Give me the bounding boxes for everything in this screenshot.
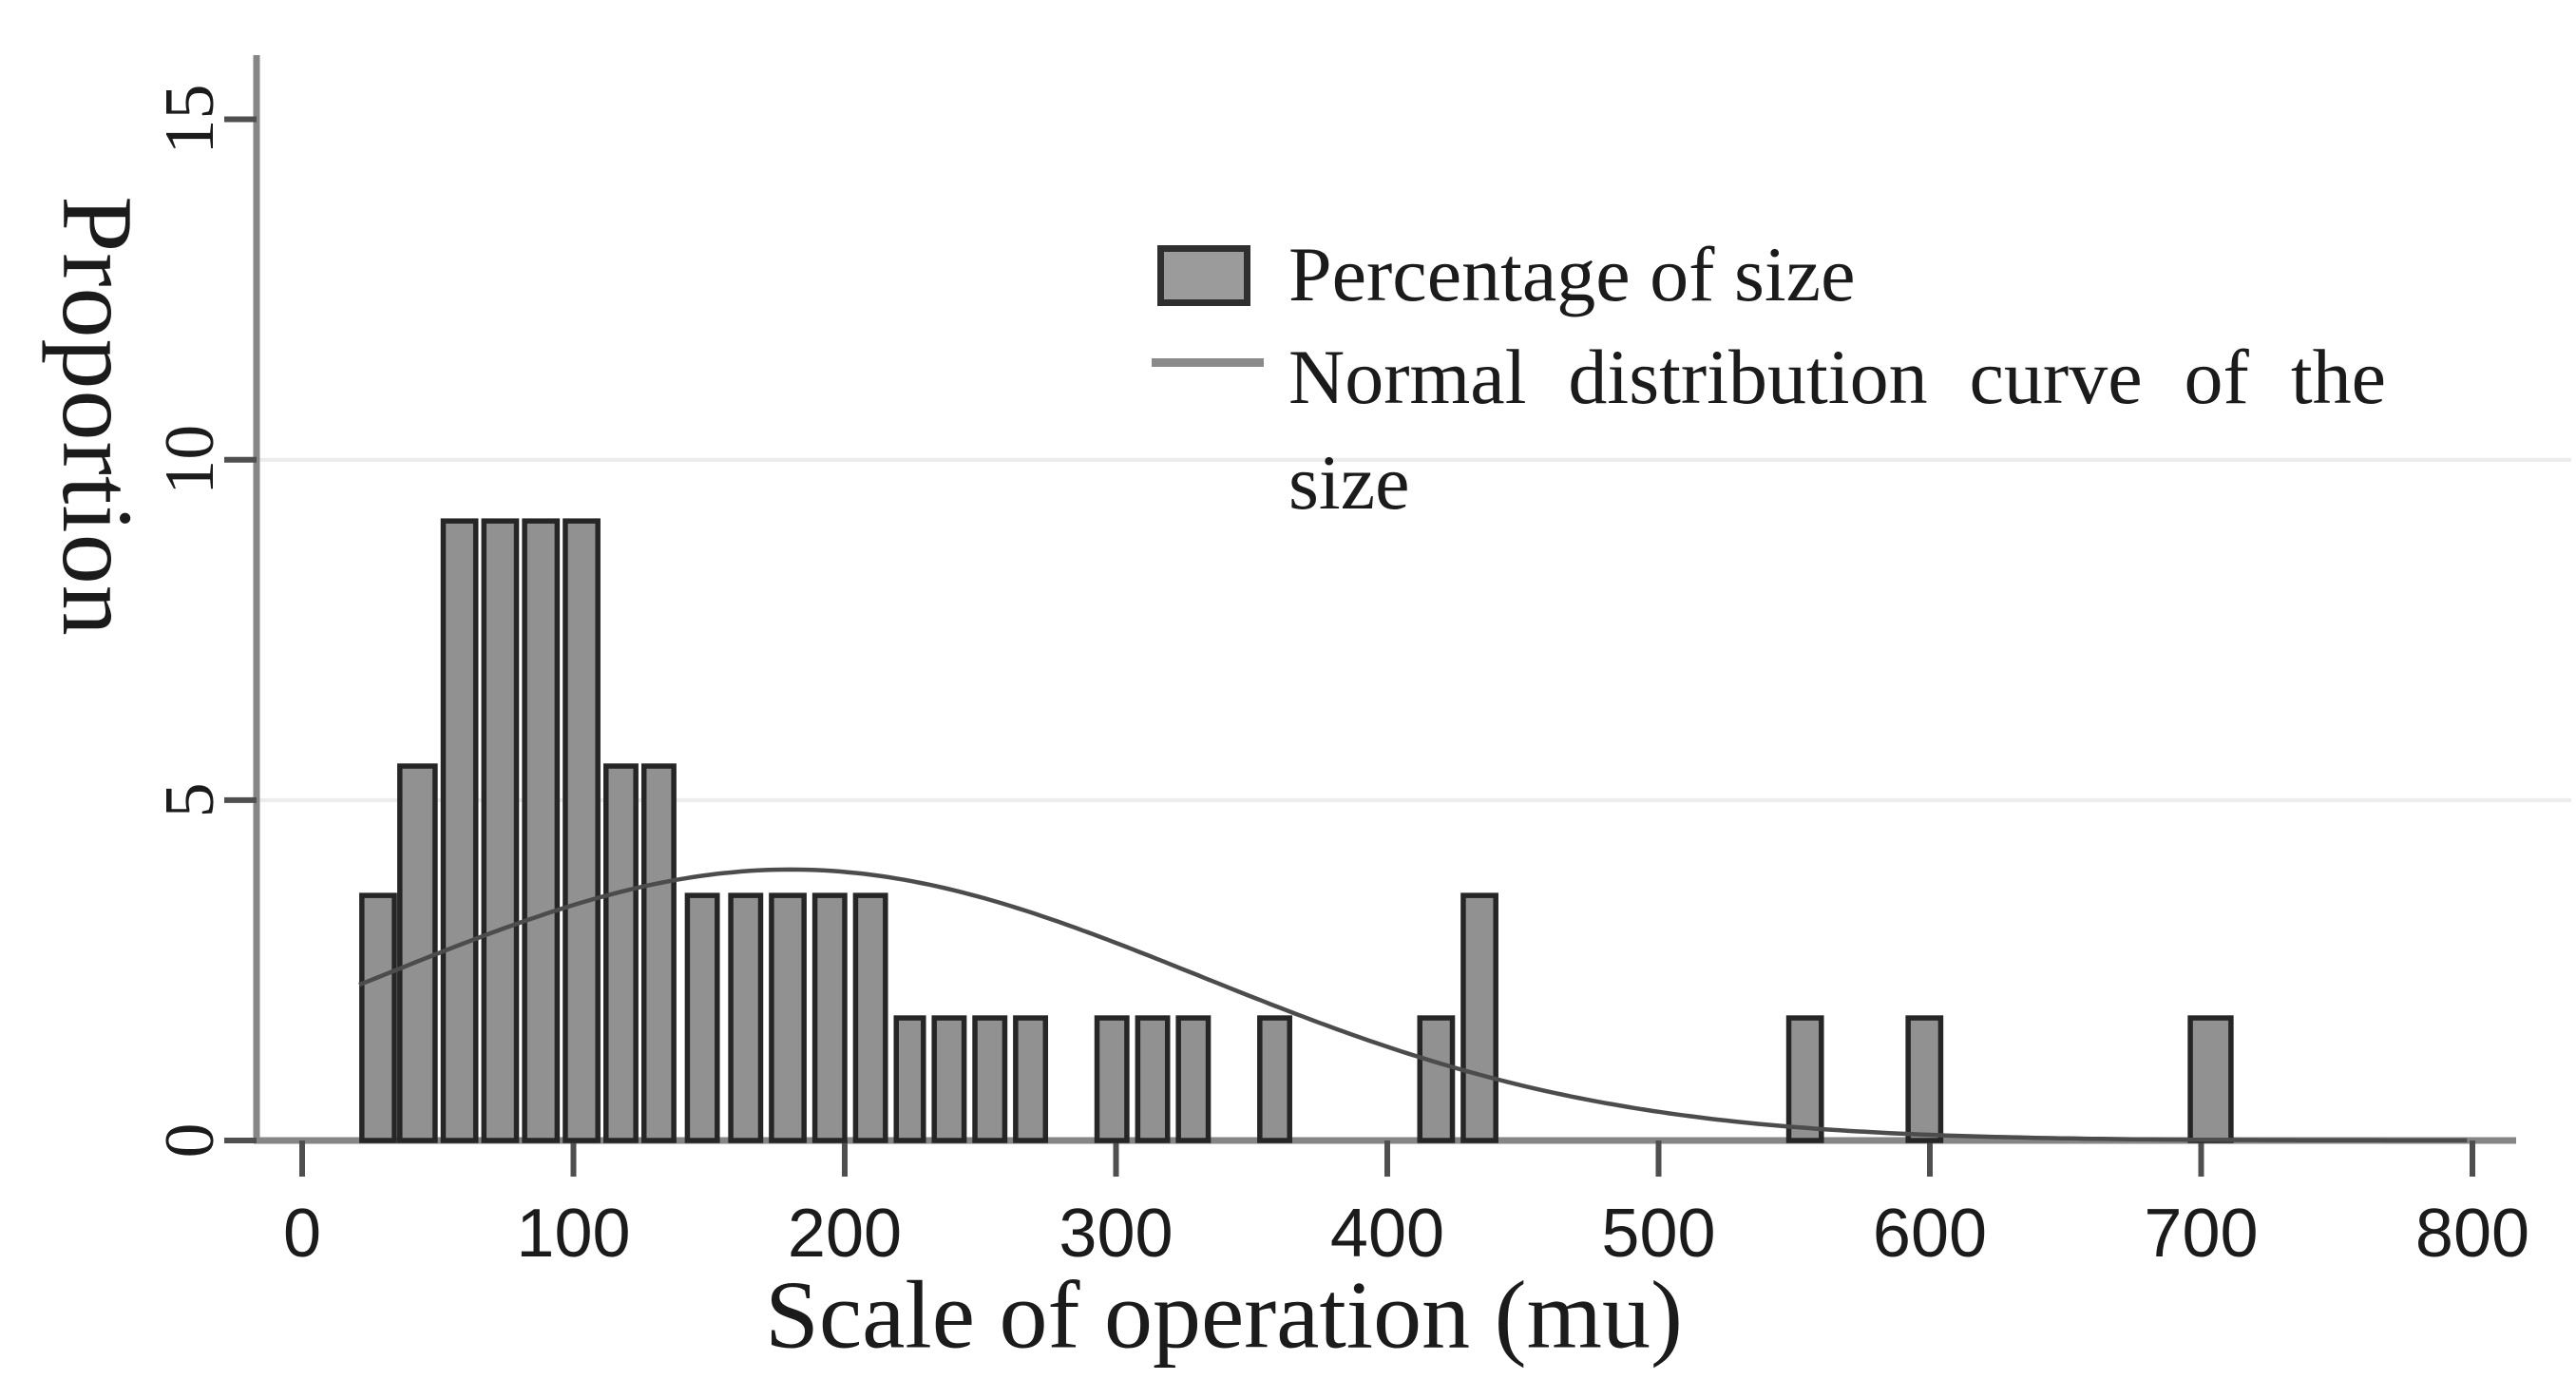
histogram-bar [728,892,764,1143]
histogram-bar [1013,1015,1049,1143]
x-tick-label: 400 [1330,1196,1444,1272]
x-tick-label: 500 [1601,1196,1715,1272]
histogram-bar [1094,1015,1130,1143]
x-tick-label: 600 [1873,1196,1987,1272]
histogram-bar [522,518,561,1143]
histogram-bar [1785,1015,1824,1143]
legend-curve-line-icon [1152,358,1264,367]
histogram-bar [640,763,677,1143]
histogram-bar [603,763,639,1143]
histogram-bar [481,518,520,1143]
x-tick-label: 700 [2144,1196,2258,1272]
histogram-bar [440,518,479,1143]
histogram-bar [563,518,601,1143]
histogram-bar [931,1015,967,1143]
x-axis-title: Scale of operation (mu) [765,1261,1683,1370]
histogram-bar [811,892,848,1143]
normal-curve [358,867,2468,1143]
histogram-bar [769,892,807,1143]
legend-label-bars: Percentage of size [1288,231,1856,317]
histogram-bar [1175,1015,1212,1143]
x-tick-label: 800 [2415,1196,2529,1272]
histogram-bar [397,763,438,1143]
x-tick-label: 0 [283,1196,321,1272]
y-tick-label: 15 [151,85,229,155]
histogram-bar [359,892,397,1143]
histogram-bar [684,892,720,1143]
histogram-bar [1905,1015,1944,1143]
histogram-bar [1417,1015,1456,1143]
histogram-bar [893,1015,926,1143]
legend-bar-swatch-icon [1157,245,1250,306]
legend-label-curve: Normal distribution curve of the size [1288,334,2386,526]
x-tick-label: 100 [516,1196,630,1272]
y-tick-label: 5 [151,782,229,817]
histogram-bar [2187,1015,2234,1143]
histogram-bar [1135,1015,1171,1143]
y-tick-label: 0 [151,1123,229,1159]
x-tick-label: 300 [1059,1196,1173,1272]
y-axis-title: Proportion [42,196,153,637]
y-tick-label: 10 [151,425,229,495]
histogram-bar [1257,1015,1292,1143]
x-tick-label: 200 [788,1196,902,1272]
histogram-bar [852,892,888,1143]
histogram-bar [972,1015,1008,1143]
histogram-bar [1460,892,1498,1143]
